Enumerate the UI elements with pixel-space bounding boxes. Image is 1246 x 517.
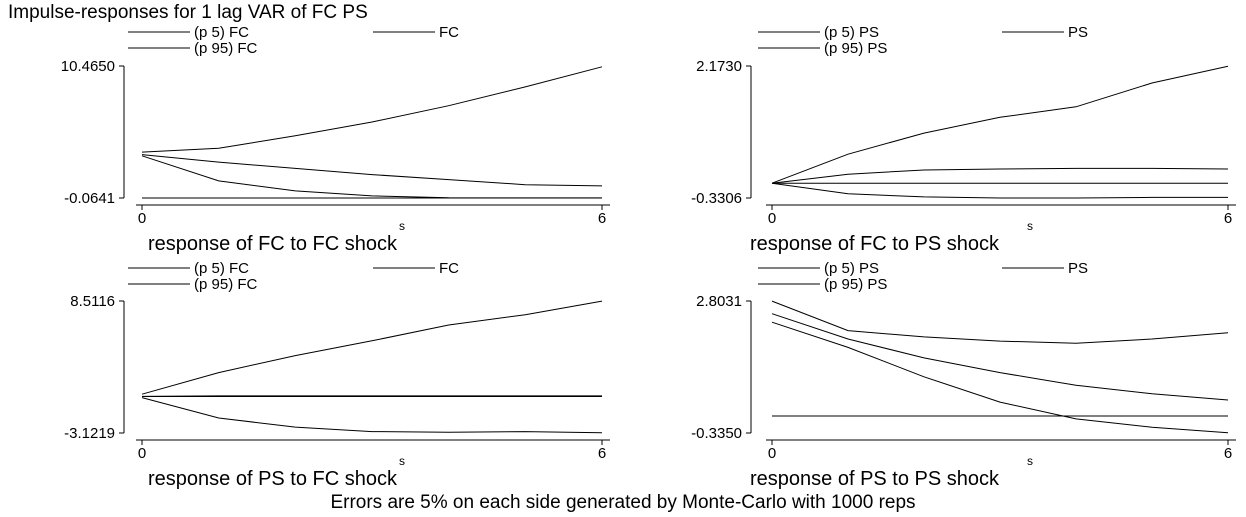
chart-title: Impulse-responses for 1 lag VAR of FC PS: [8, 2, 368, 23]
panel-3-series-fc: [141, 395, 602, 397]
panel-3-legend-label-2: FC: [439, 260, 459, 277]
panel-1-series-p-5-fc: [141, 155, 602, 199]
panel-4-y-tick-label-max: 2.8031: [696, 293, 742, 310]
footnote: Errors are 5% on each side generated by …: [330, 492, 916, 513]
panel-3-x-axis-label: s: [399, 454, 405, 468]
panel-2-legend-label-2: PS: [1068, 24, 1088, 41]
panel-1-legend-label-1: (p 5) FC: [194, 24, 249, 41]
panel-4-x-tick-label-end: 6: [1224, 445, 1232, 462]
panel-2-y-tick-label-min: -0.3306: [691, 190, 742, 207]
panel-2-x-axis-label: s: [1027, 219, 1033, 233]
panel-2-series-ps: [771, 167, 1229, 184]
panel-4-series-p-95-ps: [771, 300, 1229, 344]
panel-4-legend-label-1: (p 5) PS: [824, 260, 879, 277]
panel-1-subtitle: response of FC to FC shock: [148, 233, 398, 255]
panel-4-y-tick-label-min: -0.3350: [691, 425, 742, 442]
panel-4-legend-label-2: PS: [1068, 260, 1088, 277]
panel-4-series-p-5-ps: [771, 321, 1229, 434]
panel-4-x-axis-label: s: [1027, 454, 1033, 468]
panel-1-series-p-95-fc: [141, 66, 603, 153]
panel-1-x-tick-label-end: 6: [598, 210, 606, 227]
panel-1-series-fc: [141, 154, 603, 187]
panel-1-y-tick-label-min: -0.0641: [64, 190, 115, 207]
panel-1-y-tick-label-max: 10.4650: [61, 58, 115, 75]
panel-2-series-p-5-ps: [771, 182, 1228, 199]
panel-3-series-p-95-fc: [141, 300, 603, 395]
panel-2-subtitle: response of FC to PS shock: [750, 233, 1000, 255]
panel-3-x-tick-label-start: 0: [138, 445, 146, 462]
panel-2-y-tick-label-max: 2.1730: [696, 58, 742, 75]
panel-3-legend-label-1: (p 5) FC: [194, 260, 249, 277]
panel-2-x-tick-label-start: 0: [768, 210, 776, 227]
panel-2-series-p-95-ps: [771, 65, 1229, 184]
panel-1-legend-label-3: (p 95) FC: [194, 40, 258, 57]
panel-3-y-tick-label-min: -3.1219: [64, 425, 115, 442]
panel-2-legend-label-3: (p 95) PS: [824, 40, 887, 57]
panel-4-legend-label-3: (p 95) PS: [824, 276, 887, 293]
panel-2-x-tick-label-end: 6: [1224, 210, 1232, 227]
panel-3-legend-label-3: (p 95) FC: [194, 276, 258, 293]
panel-1-x-tick-label-start: 0: [138, 210, 146, 227]
panel-3-series-p-5-fc: [141, 397, 603, 434]
panel-4-x-tick-label-start: 0: [768, 445, 776, 462]
panel-4-series-ps: [771, 313, 1229, 401]
panel-2-legend-label-1: (p 5) PS: [824, 24, 879, 41]
panel-1-x-axis-label: s: [399, 219, 405, 233]
panel-4-subtitle: response of PS to PS shock: [750, 468, 1000, 490]
panel-3-x-tick-label-end: 6: [598, 445, 606, 462]
panel-3-subtitle: response of PS to FC shock: [148, 468, 398, 490]
panel-3-y-tick-label-max: 8.5116: [70, 293, 115, 310]
panel-1-legend-label-2: FC: [439, 24, 459, 41]
